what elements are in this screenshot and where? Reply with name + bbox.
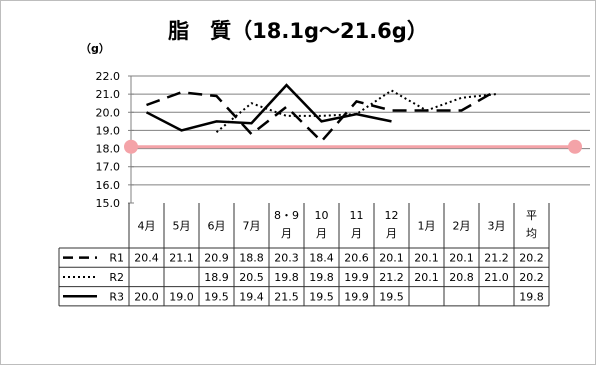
reference-line <box>124 139 582 154</box>
x-tick-label: 2月 <box>453 220 471 233</box>
series-lines <box>145 83 498 144</box>
data-label: 21.1 <box>169 252 194 265</box>
x-tick-label: 12 <box>385 209 399 222</box>
data-label: 19.0 <box>169 290 194 303</box>
x-tick-label: 月 <box>316 227 327 240</box>
y-tick-label: 19.0 <box>96 124 121 137</box>
x-tick-label: 7月 <box>243 220 261 233</box>
data-table: 4月 5月 6月 7月 8・9 月 10 月 11 月 12 月 1月 2月 3月 平均 R1 20.4 21.1 2… <box>58 203 550 307</box>
y-tick-label: 17.0 <box>96 161 121 174</box>
legend-label: R2 <box>109 271 124 284</box>
x-tick-label: 1月 <box>418 220 436 233</box>
x-tick-label: 月 <box>281 227 292 240</box>
data-label: 19.5 <box>379 290 404 303</box>
data-label: 21.2 <box>484 252 509 265</box>
data-label: 20.5 <box>239 271 264 284</box>
y-tick-label: 20.0 <box>96 106 121 119</box>
data-label: 20.1 <box>379 252 404 265</box>
data-label: 20.1 <box>449 252 474 265</box>
data-label: 19.9 <box>344 290 369 303</box>
reference-marker-right <box>568 139 582 154</box>
y-tick-label: 21.0 <box>96 88 121 101</box>
data-label: 19.5 <box>204 290 229 303</box>
y-axis: 22.0 21.0 20.0 19.0 18.0 17.0 16.0 15.0 <box>96 70 121 210</box>
legend-label: R1 <box>109 252 124 265</box>
data-label: 21.5 <box>274 290 299 303</box>
x-tick-label: 平 <box>526 209 537 222</box>
data-label: 19.8 <box>274 271 299 284</box>
data-label: 20.9 <box>204 252 229 265</box>
data-label: 20.2 <box>519 271 544 284</box>
data-label: 20.3 <box>274 252 299 265</box>
reference-marker-left <box>124 139 138 154</box>
data-label: 20.4 <box>134 252 159 265</box>
y-tick-label: 18.0 <box>96 143 121 156</box>
x-tick-label: 10 <box>315 209 329 222</box>
series-line-R3 <box>145 83 392 132</box>
data-label: 20.1 <box>414 271 439 284</box>
data-label: 20.8 <box>449 271 474 284</box>
x-tick-label: 月 <box>386 227 397 240</box>
y-unit-label: （g） <box>80 42 110 55</box>
data-label: 19.8 <box>519 290 544 303</box>
x-tick-label: 月 <box>351 227 362 240</box>
series-line-R2 <box>215 89 497 133</box>
x-tick-label: 6月 <box>208 220 226 233</box>
data-label: 18.8 <box>239 252 264 265</box>
data-label: 21.2 <box>379 271 404 284</box>
data-label: 20.2 <box>519 252 544 265</box>
x-tick-label: 3月 <box>488 220 506 233</box>
x-tick-label: 8・9 <box>274 209 299 222</box>
x-tick-label: 11 <box>350 209 364 222</box>
x-tick-label: 5月 <box>173 220 191 233</box>
x-tick-label: 4月 <box>138 220 156 233</box>
legend-label: R3 <box>109 290 124 303</box>
data-label: 21.0 <box>484 271 509 284</box>
series-line-R1 <box>146 89 498 144</box>
data-label: 19.4 <box>239 290 264 303</box>
data-label: 20.6 <box>344 252 369 265</box>
data-label: 20.1 <box>414 252 439 265</box>
grid <box>128 75 590 204</box>
y-tick-label: 16.0 <box>96 179 121 192</box>
x-tick-label: 均 <box>526 227 537 240</box>
y-tick-label: 15.0 <box>96 197 121 210</box>
data-label: 18.9 <box>204 271 229 284</box>
data-label: 19.9 <box>344 271 369 284</box>
data-label: 19.5 <box>309 290 334 303</box>
data-label: 20.0 <box>134 290 159 303</box>
y-tick-label: 22.0 <box>96 70 121 83</box>
chart-title: 脂 質（18.1g～21.6g） <box>168 19 428 43</box>
data-label: 18.4 <box>309 252 334 265</box>
data-label: 19.8 <box>309 271 334 284</box>
